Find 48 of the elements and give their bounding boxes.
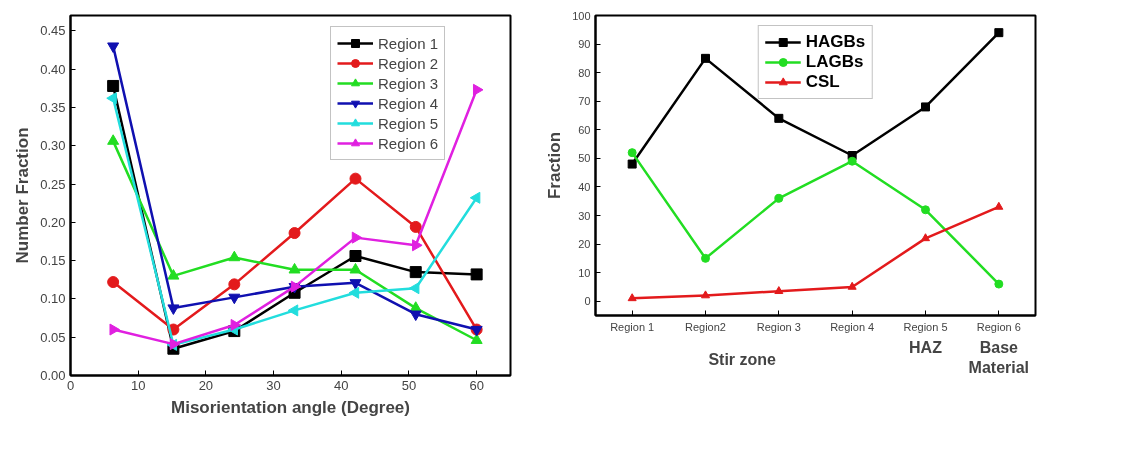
y-tick-label: 60 [578, 123, 591, 136]
y-tick-label: 0.15 [40, 253, 66, 269]
x-tick-label: Region 3 [756, 320, 801, 333]
y-tick-label: 90 [578, 38, 591, 51]
x-tick-label: 40 [334, 377, 349, 393]
y-tick-label: 80 [578, 66, 591, 79]
y-tick-label: 0.20 [40, 214, 66, 230]
legend-label: LAGBs [805, 52, 864, 72]
y-tick-label: 0.30 [40, 138, 66, 154]
x-tick-label: Region2 [685, 320, 726, 333]
text: HAZ [909, 338, 943, 356]
y-tick-label: 40 [578, 180, 591, 193]
x-tick-label: Region 1 [610, 320, 655, 333]
y-tick-label: 0.25 [40, 176, 66, 192]
y-tick-label: 0 [584, 295, 591, 308]
y-tick-label: 100 [572, 9, 591, 22]
x-tick-label: 50 [401, 377, 417, 393]
x-tick-label: 10 [130, 377, 146, 393]
y-tick-label: 10 [578, 266, 591, 279]
y-tick-label: 0.35 [40, 99, 66, 115]
legend-label: CSL [805, 72, 840, 92]
y-tick-label: 0.00 [40, 368, 66, 383]
legend-label: Region 2 [378, 54, 439, 72]
legend-label: Region 4 [378, 94, 439, 112]
y-tick-label: 70 [578, 95, 591, 108]
y-tick-label: 0.05 [40, 329, 66, 345]
x-tick-label: 60 [469, 377, 484, 393]
y-axis-title: Number Fraction [13, 127, 33, 264]
x-tick-label: Region 4 [830, 320, 875, 333]
legend-label: HAGBs [805, 32, 866, 52]
legend-label: Region 3 [378, 74, 439, 92]
x-tick-label: 20 [198, 377, 214, 393]
y-axis-title: Fraction [545, 131, 565, 200]
y-tick-label: 0.10 [40, 291, 66, 307]
x-tick-label: Region 5 [903, 320, 948, 333]
legend-label: Region 5 [378, 114, 439, 132]
y-tick-label: 30 [578, 209, 591, 222]
x-tick-label: 30 [266, 377, 281, 393]
legend-label: Region 1 [378, 34, 439, 52]
y-tick-label: 0.40 [40, 61, 66, 77]
legend-label: Region 6 [378, 134, 439, 152]
text: Stir zone [708, 350, 777, 368]
x-axis-title: Misorientation angle (Degree) [171, 397, 410, 417]
y-tick-label: 0.45 [40, 23, 66, 39]
x-tick-label: Region 6 [976, 320, 1021, 333]
text: Base Material [968, 338, 1030, 376]
y-tick-label: 50 [578, 152, 591, 165]
y-tick-label: 20 [578, 238, 591, 251]
